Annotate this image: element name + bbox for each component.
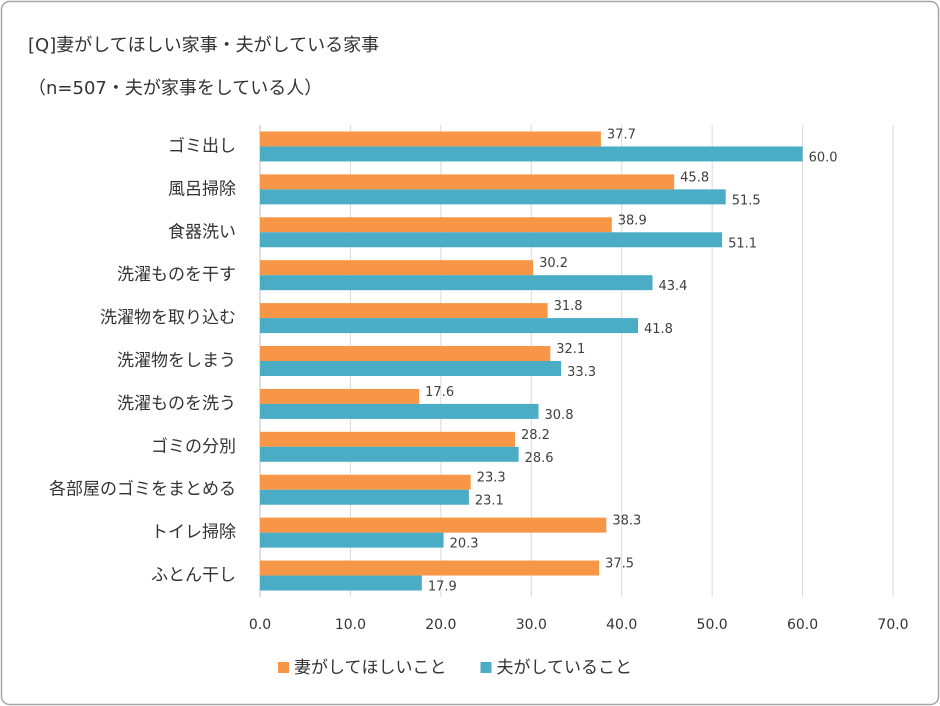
data-label: 17.6 <box>425 385 454 400</box>
y-tick-label: ゴミ出し <box>168 135 236 156</box>
bar <box>260 275 653 291</box>
bar <box>260 232 723 248</box>
bar <box>260 532 444 548</box>
chart-title: [Q]妻がしてほしい家事・夫がしている家事 <box>28 35 379 56</box>
data-label: 20.3 <box>450 537 479 552</box>
legend-swatch <box>278 662 289 673</box>
y-tick-label: 食器洗い <box>168 222 236 242</box>
bar <box>260 174 675 190</box>
data-label: 17.9 <box>428 580 457 595</box>
y-tick-label: 洗濯物を取り込む <box>100 308 236 328</box>
bar <box>260 489 469 505</box>
bar <box>260 303 548 319</box>
bar <box>260 217 612 233</box>
data-label: 45.8 <box>680 170 709 185</box>
data-label: 37.5 <box>605 557 634 572</box>
bar <box>260 388 420 404</box>
legend-swatch <box>480 662 492 673</box>
x-tick-label: 10.0 <box>335 617 366 633</box>
bar <box>260 361 562 376</box>
x-tick-label: 50.0 <box>697 617 728 633</box>
data-label: 32.1 <box>556 342 585 357</box>
data-label: 28.6 <box>525 451 554 466</box>
x-tick-label: 40.0 <box>606 617 637 633</box>
x-tick-label: 0.0 <box>249 617 271 633</box>
x-tick-label: 70.0 <box>877 617 908 633</box>
bar <box>260 189 726 205</box>
bar <box>260 260 534 276</box>
data-label: 37.7 <box>607 127 636 142</box>
data-label: 60.0 <box>809 150 838 165</box>
bar <box>260 346 551 361</box>
y-tick-label: 洗濯ものを干す <box>117 265 236 285</box>
bar <box>260 403 539 419</box>
x-tick-label: 60.0 <box>787 617 818 633</box>
data-label: 43.4 <box>658 279 687 294</box>
x-tick-label: 30.0 <box>516 617 547 633</box>
chart-subtitle: （n=507・夫が家事をしている人） <box>28 78 322 99</box>
bar <box>260 517 607 533</box>
bar <box>260 318 638 334</box>
bar <box>260 146 803 162</box>
bar <box>260 575 422 591</box>
data-label: 51.1 <box>728 236 757 251</box>
data-label: 38.3 <box>612 514 641 529</box>
x-tick-label: 20.0 <box>425 617 456 633</box>
bar <box>260 131 601 147</box>
y-tick-label: 洗濯ものを洗う <box>117 394 236 414</box>
data-label: 30.2 <box>539 256 568 271</box>
data-label: 31.8 <box>554 299 583 314</box>
bar <box>260 446 519 462</box>
legend-label: 妻がしてほしいこと <box>294 658 447 678</box>
data-label: 38.9 <box>618 213 647 228</box>
data-label: 23.1 <box>475 494 504 509</box>
data-label: 51.5 <box>732 193 761 208</box>
data-label: 33.3 <box>567 365 596 380</box>
y-tick-label: トイレ掃除 <box>151 523 236 543</box>
y-tick-label: ふとん干し <box>151 566 236 586</box>
data-label: 30.8 <box>545 408 574 423</box>
bar <box>260 560 600 576</box>
bar <box>260 431 516 447</box>
y-tick-label: 洗濯物をしまう <box>117 351 236 371</box>
legend-label: 夫がしていること <box>497 658 633 678</box>
y-tick-label: 各部屋のゴミをまとめる <box>49 479 236 500</box>
data-label: 28.2 <box>521 428 550 443</box>
bar <box>260 474 471 490</box>
y-tick-label: ゴミの分別 <box>151 436 236 457</box>
y-tick-label: 風呂掃除 <box>168 179 236 199</box>
data-label: 23.3 <box>477 471 506 486</box>
data-label: 41.8 <box>644 322 673 337</box>
